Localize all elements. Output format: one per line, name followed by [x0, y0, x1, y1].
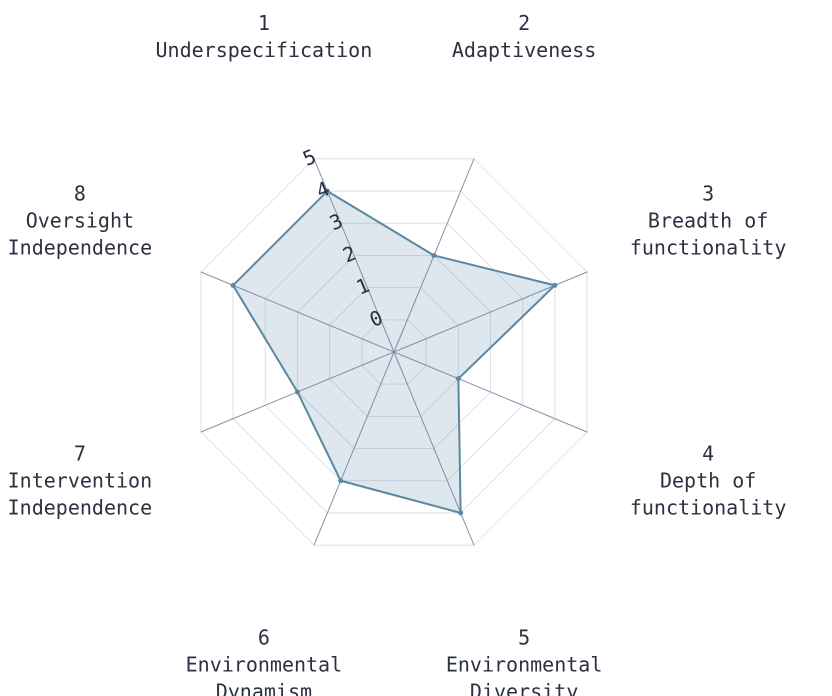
axis-label: 7: [74, 442, 86, 466]
axis-label: Diversity: [470, 680, 578, 696]
axis-line: [313, 351, 395, 546]
axis-label: 6: [258, 626, 270, 650]
radar-point: [294, 389, 300, 395]
axis-line: [393, 351, 588, 433]
axis-label: 4: [702, 442, 714, 466]
axis-label: Environmental: [446, 653, 603, 677]
radar-point: [230, 282, 236, 288]
radial-tick-label: 4: [313, 176, 333, 203]
axis-label: 3: [702, 181, 714, 205]
axis-label: functionality: [630, 235, 787, 259]
radar-point: [338, 478, 344, 484]
axis-label: Environmental: [186, 653, 343, 677]
axis-label: Intervention: [8, 469, 153, 493]
axis-label: Underspecification: [156, 38, 373, 62]
axis-label: 1: [258, 11, 270, 35]
radar-point: [458, 510, 464, 516]
axis-label: Oversight: [26, 208, 134, 232]
axis-label: Breadth of: [648, 208, 768, 232]
radial-tick-label: 5: [299, 144, 319, 171]
axis-label: Adaptiveness: [452, 38, 597, 62]
axis-label: Dynamism: [216, 680, 312, 696]
radar-point: [455, 376, 461, 382]
radar-point: [552, 282, 558, 288]
axis-label: Independence: [8, 496, 153, 520]
radar-point: [324, 188, 330, 194]
axis-label: 8: [74, 181, 86, 205]
axis-label: 5: [518, 626, 530, 650]
axis-label: Independence: [8, 235, 153, 259]
axis-label: Depth of: [660, 469, 756, 493]
axis-label: functionality: [630, 496, 787, 520]
radar-area: [231, 189, 557, 515]
axis-label: 2: [518, 11, 530, 35]
radar-point: [431, 252, 437, 258]
